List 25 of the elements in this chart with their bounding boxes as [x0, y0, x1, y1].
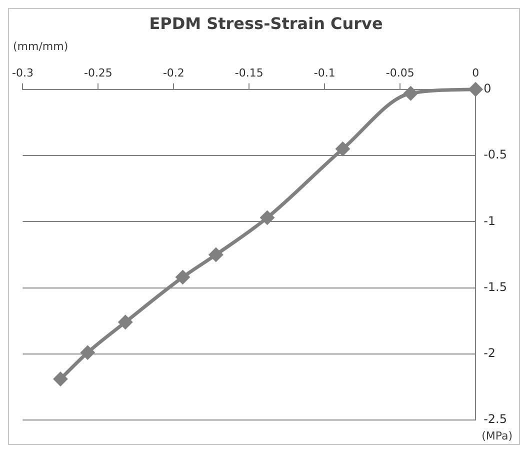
- x-tick-label: 0: [472, 66, 480, 80]
- y-tick-label: 0: [484, 82, 492, 96]
- y-tick-label: -1.5: [484, 280, 508, 294]
- x-tick-label: -0.05: [386, 66, 414, 80]
- y-tick-label: -2.5: [484, 412, 508, 426]
- point: [404, 86, 418, 100]
- point: [54, 372, 68, 386]
- x-tick-label: -0.2: [162, 66, 184, 80]
- chart-title: EPDM Stress-Strain Curve: [149, 14, 383, 33]
- point: [209, 248, 223, 262]
- x-tick-label: -0.15: [234, 66, 264, 80]
- y-tick-label: -2: [484, 346, 496, 360]
- point: [336, 142, 350, 156]
- x-tick-label: -0.3: [12, 66, 34, 80]
- point: [468, 82, 482, 96]
- y-tick-label: -1: [484, 214, 496, 228]
- x-tick-label: -0.1: [314, 66, 336, 80]
- point: [260, 210, 274, 224]
- point: [80, 346, 94, 360]
- point: [176, 270, 190, 284]
- y-tick-label: -0.5: [484, 148, 508, 162]
- point: [118, 315, 132, 329]
- y-axis-title: (MPa): [482, 429, 513, 442]
- x-tick-label: -0.25: [84, 66, 112, 80]
- x-axis-title: (mm/mm): [13, 40, 68, 53]
